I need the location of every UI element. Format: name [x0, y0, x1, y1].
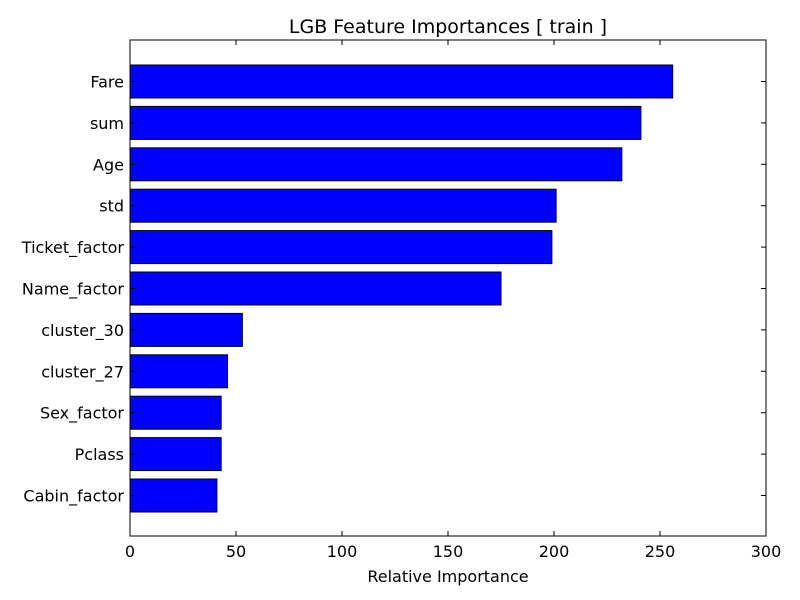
y-tick-label-name-factor: Name_factor: [22, 280, 125, 300]
chart-title: LGB Feature Importances [ train ]: [289, 16, 607, 38]
y-tick-label-cabin-factor: Cabin_factor: [23, 487, 124, 507]
x-tick-label-150: 150: [433, 542, 464, 561]
bars-layer: [129, 64, 674, 513]
bar-ticket-factor: [129, 230, 553, 265]
x-tick-label-50: 50: [226, 542, 246, 561]
bar-age: [129, 147, 623, 182]
y-tick-label-sum: sum: [90, 114, 124, 133]
bar-cabin-factor: [129, 478, 218, 513]
bar-sum: [129, 105, 642, 140]
y-tick-label-ticket-factor: Ticket_factor: [21, 238, 125, 258]
bar-std: [129, 188, 557, 223]
bar-fare: [129, 64, 674, 99]
x-tick-label-0: 0: [125, 542, 135, 561]
y-tick-label-pclass: Pclass: [75, 445, 124, 464]
y-tick-labels: Fare sum Age std Ticket_factor Name_factorclu…: [21, 73, 125, 507]
x-axis-label: Relative Importance: [367, 567, 528, 586]
x-tick-label-200: 200: [539, 542, 570, 561]
bar-cluster-30: [129, 312, 243, 347]
y-tick-label-std: std: [99, 197, 124, 216]
y-tick-label-cluster-27: cluster_27: [41, 362, 124, 382]
x-tick-label-250: 250: [645, 542, 676, 561]
x-ticks: 0 50 100 150 200 250 300: [125, 542, 781, 561]
y-tick-label-sex-factor: Sex_factor: [40, 404, 124, 424]
y-tick-label-cluster-30: cluster_30: [41, 321, 124, 341]
bar-pclass: [129, 437, 222, 472]
bar-sex-factor: [129, 395, 222, 430]
y-tick-label-fare: Fare: [90, 73, 124, 92]
x-tick-label-100: 100: [327, 542, 358, 561]
y-tick-label-age: Age: [93, 155, 124, 174]
x-tick-label-300: 300: [751, 542, 782, 561]
bar-name-factor: [129, 271, 502, 306]
plot-area-frame: [129, 39, 767, 537]
bar-cluster-27: [129, 354, 229, 389]
